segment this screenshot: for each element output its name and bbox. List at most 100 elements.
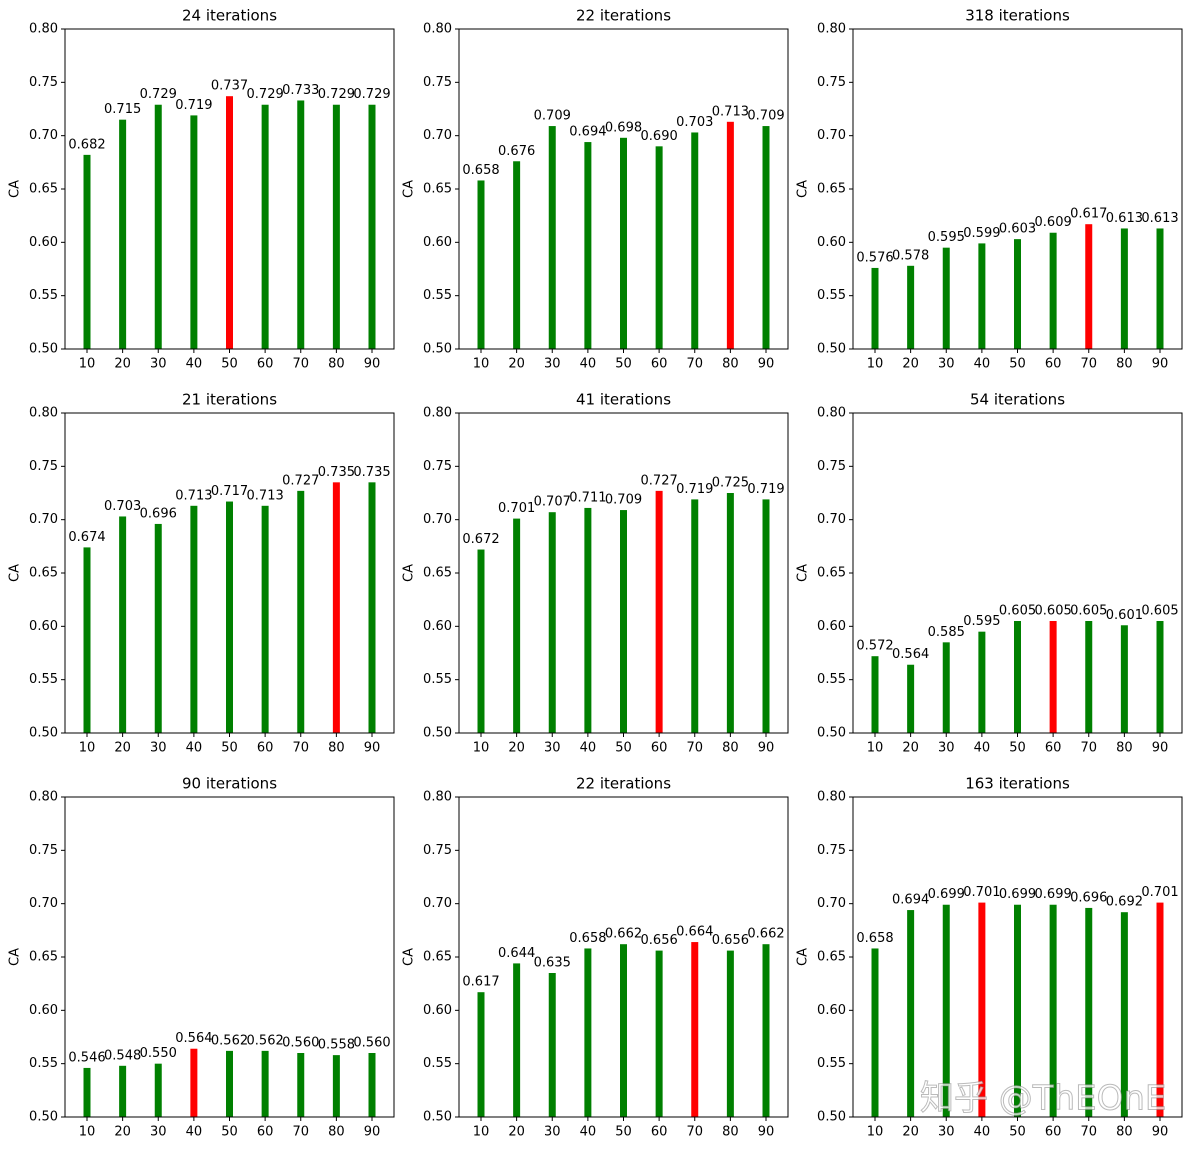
y-tick-label: 0.70 <box>423 128 452 143</box>
bar <box>978 631 986 733</box>
chart-title: 22 iterations <box>576 7 671 25</box>
y-tick-label: 0.55 <box>423 672 452 687</box>
x-tick-label: 70 <box>686 1125 703 1140</box>
x-tick-label: 10 <box>79 357 96 372</box>
x-tick-label: 30 <box>938 357 955 372</box>
y-axis-label: CA <box>796 948 811 966</box>
x-tick-label: 20 <box>114 741 131 756</box>
value-label: 0.694 <box>892 893 929 908</box>
bar <box>726 493 734 733</box>
x-tick-label: 40 <box>186 1125 203 1140</box>
value-label: 0.613 <box>1106 211 1143 226</box>
value-label: 0.658 <box>462 163 499 178</box>
y-axis-label: CA <box>8 180 23 198</box>
x-tick-label: 90 <box>758 741 775 756</box>
value-label: 0.694 <box>569 125 606 140</box>
value-label: 0.585 <box>928 625 965 640</box>
value-label: 0.707 <box>534 495 571 510</box>
bar <box>942 904 950 1117</box>
y-tick-label: 0.60 <box>423 1003 452 1018</box>
bar <box>83 154 91 349</box>
y-tick-label: 0.55 <box>29 672 58 687</box>
bar <box>1120 625 1128 733</box>
value-label: 0.729 <box>247 87 284 102</box>
y-tick-label: 0.50 <box>29 726 58 741</box>
x-tick-label: 50 <box>221 1125 238 1140</box>
y-axis-label: CA <box>8 564 23 582</box>
x-tick-label: 40 <box>974 1125 991 1140</box>
axes-frame <box>458 412 789 734</box>
bar <box>332 104 340 349</box>
value-label: 0.672 <box>462 532 499 547</box>
value-label: 0.709 <box>747 109 784 124</box>
x-tick-label: 40 <box>974 357 991 372</box>
value-label: 0.674 <box>68 530 105 545</box>
value-label: 0.729 <box>353 87 390 102</box>
bar <box>1120 228 1128 349</box>
y-tick-label: 0.60 <box>29 1003 58 1018</box>
y-tick-label: 0.60 <box>817 619 846 634</box>
y-tick-label: 0.70 <box>29 128 58 143</box>
bar <box>1014 621 1021 733</box>
bar <box>548 126 556 349</box>
x-tick-label: 60 <box>651 357 668 372</box>
y-tick-label: 0.75 <box>423 75 452 90</box>
bar <box>119 516 127 733</box>
y-tick-label: 0.60 <box>423 619 452 634</box>
x-tick-label: 80 <box>328 1125 345 1140</box>
x-tick-label: 80 <box>1116 357 1133 372</box>
bar <box>190 115 198 350</box>
bar <box>762 499 770 733</box>
value-label: 0.719 <box>676 482 713 497</box>
value-label: 0.605 <box>1070 604 1107 619</box>
value-label: 0.662 <box>747 927 784 942</box>
x-tick-label: 30 <box>544 741 561 756</box>
y-tick-label: 0.50 <box>817 1110 846 1125</box>
y-tick-label: 0.65 <box>423 182 452 197</box>
bar <box>942 642 950 733</box>
bar <box>477 180 485 349</box>
y-tick-label: 0.55 <box>29 1056 58 1071</box>
value-label: 0.595 <box>928 230 965 245</box>
value-label: 0.735 <box>353 465 390 480</box>
bar <box>83 547 91 733</box>
y-tick-label: 0.60 <box>817 235 846 250</box>
y-tick-label: 0.65 <box>29 950 58 965</box>
bar <box>978 902 986 1117</box>
bar <box>978 243 986 349</box>
x-tick-label: 40 <box>580 357 597 372</box>
x-tick-label: 30 <box>938 741 955 756</box>
x-tick-label: 60 <box>651 1125 668 1140</box>
bar <box>83 1067 91 1117</box>
x-tick-label: 50 <box>615 741 632 756</box>
value-label: 0.727 <box>282 473 319 488</box>
x-tick-label: 90 <box>1152 1125 1169 1140</box>
bar <box>297 1053 305 1117</box>
bar <box>548 973 556 1117</box>
x-tick-label: 90 <box>364 741 381 756</box>
value-label: 0.658 <box>569 931 606 946</box>
y-tick-label: 0.75 <box>817 843 846 858</box>
bar <box>1085 621 1093 733</box>
x-tick-label: 10 <box>79 1125 96 1140</box>
y-tick-label: 0.65 <box>29 566 58 581</box>
bar <box>154 104 162 349</box>
x-tick-label: 20 <box>902 741 919 756</box>
x-tick-label: 10 <box>867 741 884 756</box>
value-label: 0.715 <box>104 102 141 117</box>
value-label: 0.699 <box>999 887 1036 902</box>
y-tick-label: 0.70 <box>29 896 58 911</box>
value-label: 0.605 <box>1035 604 1072 619</box>
bar <box>513 963 521 1117</box>
x-tick-label: 90 <box>364 357 381 372</box>
value-label: 0.576 <box>856 250 893 265</box>
value-label: 0.564 <box>892 647 929 662</box>
value-label: 0.595 <box>963 614 1000 629</box>
value-label: 0.701 <box>963 885 1000 900</box>
x-tick-label: 30 <box>150 741 167 756</box>
y-tick-label: 0.80 <box>817 22 846 37</box>
bar <box>907 664 915 733</box>
y-tick-label: 0.55 <box>817 288 846 303</box>
y-tick-label: 0.50 <box>29 1110 58 1125</box>
x-tick-label: 10 <box>79 741 96 756</box>
